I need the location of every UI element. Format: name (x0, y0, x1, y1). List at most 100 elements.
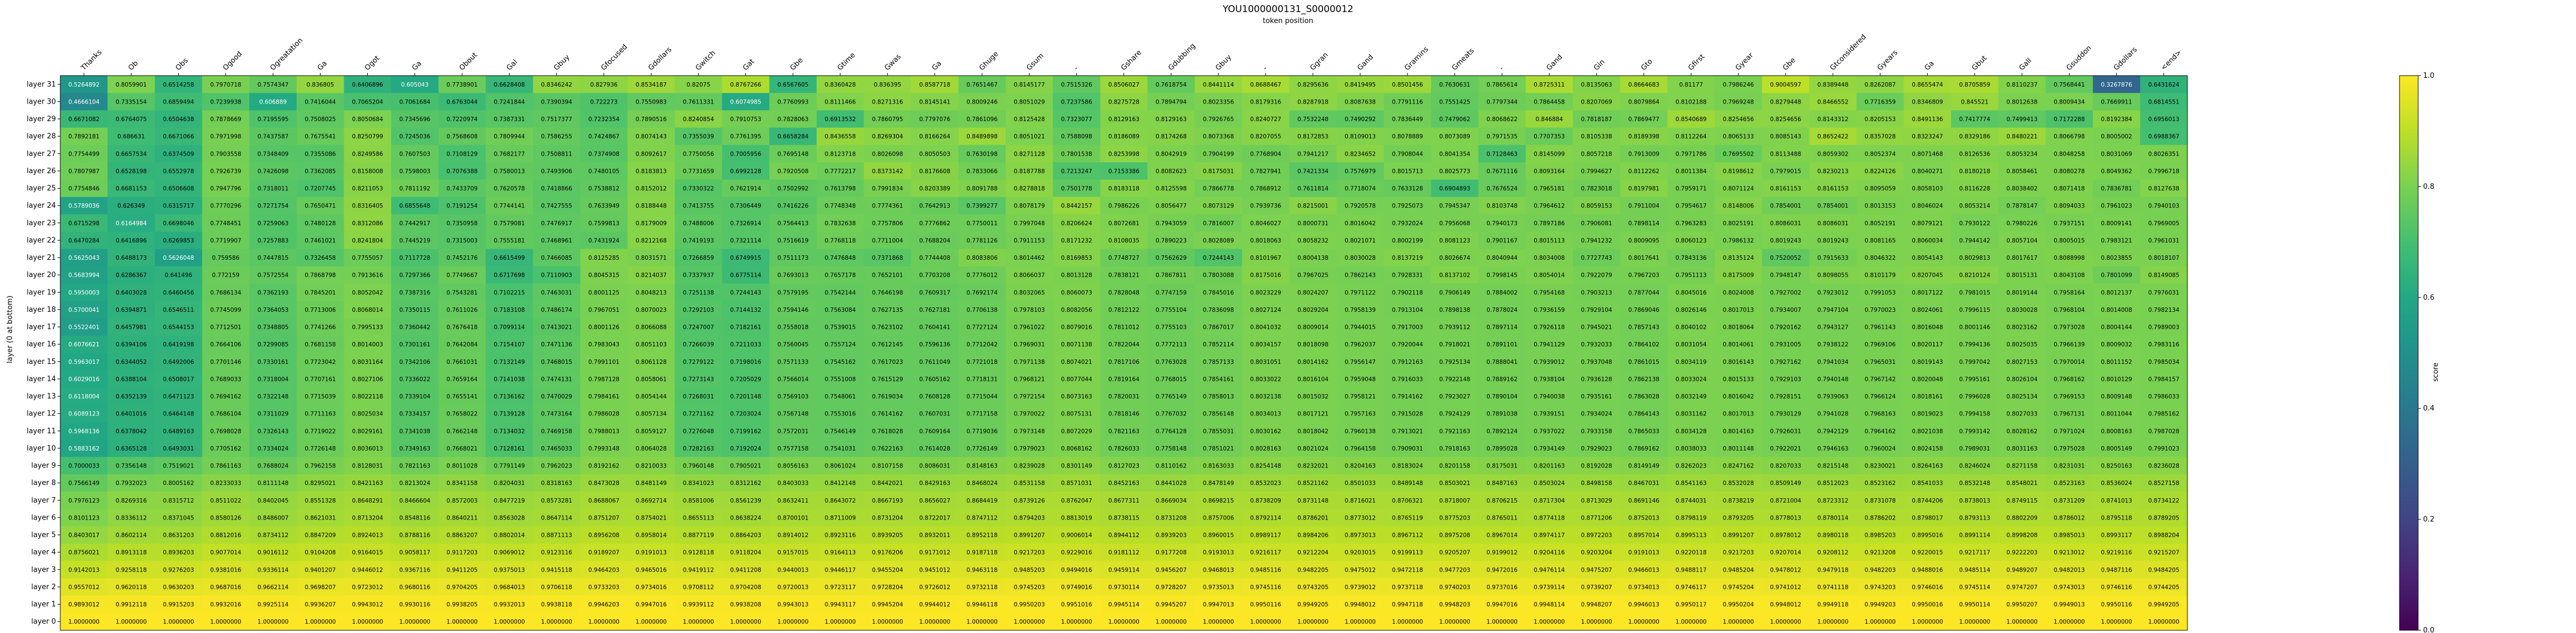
heatmap-cell (1856, 76, 1905, 94)
heatmap-cell (1998, 613, 2046, 631)
heatmap-cell-label: 0.7203024 (730, 411, 761, 418)
heatmap-cell (1431, 492, 1479, 510)
y-tick-label: layer 24 (27, 202, 56, 210)
heatmap-cell-label: 0.8026674 (1439, 255, 1471, 261)
heatmap-cell-label: 0.8640211 (447, 515, 478, 521)
heatmap-cell (533, 266, 581, 284)
heatmap-cell (1289, 526, 1337, 544)
heatmap-cell (580, 318, 628, 336)
heatmap-cell (1053, 561, 1101, 579)
heatmap-cell-label: 0.8085143 (1770, 134, 1802, 140)
heatmap-cell (675, 370, 722, 388)
heatmap-cell-label: 0.8031571 (636, 255, 667, 261)
heatmap-cell (438, 266, 486, 284)
heatmap-cell (722, 387, 770, 406)
heatmap-cell (1903, 283, 1952, 301)
heatmap-cell-label: 0.7958139 (1344, 307, 1376, 313)
heatmap-cell (1478, 76, 1526, 94)
heatmap-cell (1856, 561, 1905, 579)
heatmap-cell-label: 0.8137102 (1439, 272, 1471, 279)
heatmap-cell (533, 76, 581, 94)
heatmap-cell (1242, 197, 1290, 215)
heatmap-cell (60, 110, 108, 128)
heatmap-cell (1478, 197, 1526, 215)
heatmap-cell (155, 197, 203, 215)
heatmap-cell (1194, 509, 1243, 527)
heatmap-cell-label: 0.8478149 (1203, 480, 1234, 487)
heatmap-cell (1951, 179, 1999, 197)
heatmap-cell (1951, 283, 1999, 301)
heatmap-cell-label: 0.7251138 (683, 289, 714, 296)
heatmap-cell-label: 0.7345696 (399, 116, 430, 123)
heatmap-cell-label: 0.6504638 (163, 116, 194, 123)
heatmap-cell-label: 0.6763044 (447, 99, 478, 105)
heatmap-cell-label: 0.7939012 (1534, 359, 1565, 366)
heatmap-cell-label: 0.7960138 (1344, 428, 1376, 435)
heatmap-cell (722, 561, 770, 579)
heatmap-cell (202, 76, 250, 94)
heatmap-cell (155, 301, 203, 319)
heatmap-cell (1147, 422, 1195, 440)
heatmap-cell-label: 0.7940173 (1486, 220, 1518, 227)
y-tick-label: layer 4 (31, 549, 56, 557)
heatmap-cell (1951, 231, 1999, 249)
heatmap-cell-label: 0.9488016 (1912, 567, 1943, 573)
heatmap-cell (816, 509, 864, 527)
heatmap-cell (438, 492, 486, 510)
heatmap-cell-label: 0.9451012 (919, 567, 950, 573)
heatmap-cell-label: 0.722273 (590, 99, 618, 105)
heatmap-cell-label: 0.9915203 (163, 602, 194, 608)
heatmap-cell (1620, 214, 1668, 232)
heatmap-cell-label: 0.7891038 (1486, 411, 1518, 418)
heatmap-cell (249, 387, 297, 406)
heatmap-cell (1998, 231, 2046, 249)
heatmap-cell (580, 492, 628, 510)
heatmap-cell (297, 266, 344, 284)
heatmap-cell (816, 353, 864, 371)
heatmap-cell (1714, 93, 1763, 111)
heatmap-cell-label: 0.7951113 (1675, 272, 1707, 279)
heatmap-cell (1667, 93, 1716, 111)
heatmap-cell (1951, 422, 1999, 440)
heatmap-cell (1005, 404, 1053, 423)
heatmap-cell-label: 0.9943012 (352, 602, 383, 608)
heatmap-cell (1100, 509, 1148, 527)
heatmap-cell-label: 1.0000000 (683, 619, 714, 625)
heatmap-cell (1005, 526, 1053, 544)
heatmap-cell (297, 214, 344, 232)
heatmap-cell (249, 214, 297, 232)
heatmap-cell-label: 0.7705162 (210, 446, 241, 452)
heatmap-cell (1194, 249, 1243, 267)
heatmap-cell (1998, 387, 2046, 406)
heatmap-cell (1667, 404, 1716, 423)
heatmap-cell (1478, 231, 1526, 249)
heatmap-cell-label: 0.9945207 (1155, 602, 1187, 608)
heatmap-cell-label: 0.7962158 (305, 463, 336, 470)
heatmap-cell (1951, 595, 1999, 613)
heatmap-cell (675, 492, 722, 510)
heatmap-cell-label: 0.7986028 (588, 411, 619, 418)
heatmap-cell (864, 179, 911, 197)
heatmap-cell-label: 0.7241844 (494, 99, 525, 105)
x-tick-label: Gall (2018, 56, 2033, 72)
heatmap-cell (1478, 283, 1526, 301)
heatmap-cell-label: 0.7884002 (1486, 289, 1518, 296)
heatmap-cell-label: 0.7387331 (494, 116, 525, 123)
heatmap-cell-label: 0.7128463 (1486, 151, 1518, 157)
heatmap-cell-label: 0.8667193 (872, 498, 903, 504)
heatmap-cell-label: 0.7502992 (777, 186, 808, 192)
heatmap-cell (580, 370, 628, 388)
heatmap-cell (1809, 543, 1857, 561)
heatmap-cell-label: 0.7213247 (1061, 168, 1092, 175)
heatmap-cell (958, 335, 1006, 353)
heatmap-cell (675, 613, 722, 631)
heatmap-cell-label: 0.641496 (165, 272, 192, 279)
heatmap-cell (1383, 370, 1432, 388)
heatmap-cell-label: 0.7350115 (399, 307, 430, 313)
heatmap-cell (580, 578, 628, 596)
heatmap-cell (1951, 318, 1999, 336)
heatmap-cell-label: 0.8721004 (1770, 498, 1802, 504)
heatmap-cell-label: 0.8018064 (1723, 324, 1754, 331)
heatmap-cell-label: 0.5625043 (69, 255, 100, 261)
heatmap-cell-label: 0.9743013 (2054, 584, 2085, 591)
